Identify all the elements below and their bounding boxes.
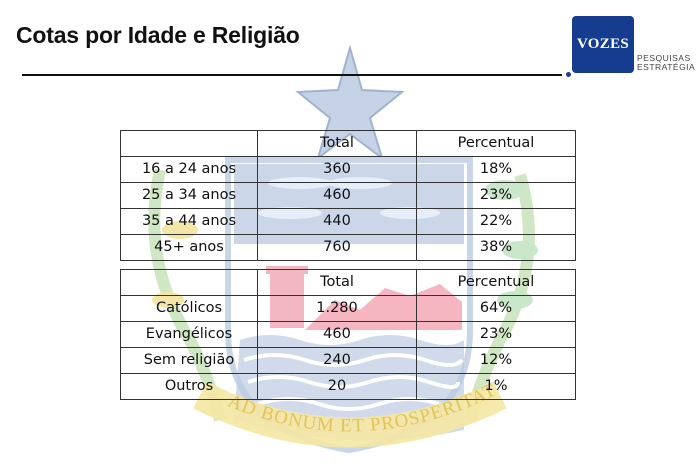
row-label: Sem religião [120,347,258,374]
row-total: 760 [257,234,417,261]
table-row: Católicos 1.280 64% [120,295,576,322]
logo-wordmark: VOZES [576,36,630,52]
row-percent: 23% [416,321,576,348]
motto-ribbon [193,381,507,448]
row-label: Outros [120,373,258,400]
row-label: Católicos [120,295,258,322]
underline-dot [566,72,571,77]
row-total: 1.280 [257,295,417,322]
header-cell-total: Total [257,130,417,157]
header-cell-blank [120,269,258,296]
page-title: Cotas por Idade e Religião [16,22,300,48]
row-percent: 18% [416,156,576,183]
row-percent: 64% [416,295,576,322]
table-row: Outros 20 1% [120,373,576,400]
table-row: 35 a 44 anos 440 22% [120,208,576,235]
row-total: 460 [257,321,417,348]
row-percent: 23% [416,182,576,209]
age-quota-table: Total Percentual 16 a 24 anos 360 18% 25… [120,130,576,261]
header-cell-percent: Percentual [416,269,576,296]
table-row: 25 a 34 anos 460 23% [120,182,576,209]
title-underline [22,74,562,76]
religion-quota-table: Total Percentual Católicos 1.280 64% Eva… [120,269,576,400]
row-label: Evangélicos [120,321,258,348]
vozes-logo: VOZES [572,16,634,73]
row-percent: 12% [416,347,576,374]
table-row: 16 a 24 anos 360 18% [120,156,576,183]
logo-tagline-line1: PESQUISAS [637,53,691,63]
logo-tagline-line2: ESTRATÉGIA [637,62,696,72]
row-total: 460 [257,182,417,209]
row-percent: 22% [416,208,576,235]
header-cell-total: Total [257,269,417,296]
table-row: 45+ anos 760 38% [120,234,576,261]
table-header-row: Total Percentual [120,269,576,296]
logo-tagline: PESQUISAS ESTRATÉGIA [637,54,695,72]
row-percent: 38% [416,234,576,261]
row-percent: 1% [416,373,576,400]
header-cell-blank [120,130,258,157]
row-label: 35 a 44 anos [120,208,258,235]
table-row: Sem religião 240 12% [120,347,576,374]
row-total: 20 [257,373,417,400]
header-cell-percent: Percentual [416,130,576,157]
row-total: 240 [257,347,417,374]
row-label: 25 a 34 anos [120,182,258,209]
table-header-row: Total Percentual [120,130,576,157]
row-label: 45+ anos [120,234,258,261]
table-row: Evangélicos 460 23% [120,321,576,348]
row-total: 440 [257,208,417,235]
row-label: 16 a 24 anos [120,156,258,183]
row-total: 360 [257,156,417,183]
